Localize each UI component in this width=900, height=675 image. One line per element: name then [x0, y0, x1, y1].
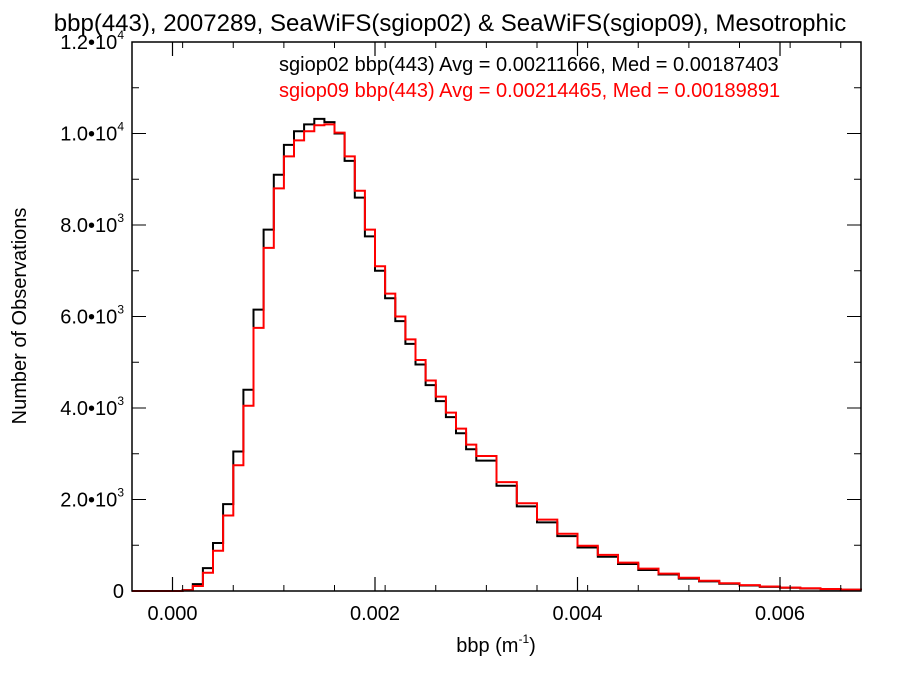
y-tick-label: 6.0•103 — [60, 303, 124, 329]
y-tick-label: 4.0•103 — [60, 394, 124, 420]
y-tick-exponent: 4 — [117, 28, 124, 42]
x-tick-label: 0.002 — [350, 603, 400, 625]
x-axis-label-main: bbp (m — [456, 635, 518, 657]
y-tick-label: 1.2•104 — [60, 28, 124, 54]
x-tick-label: 0.006 — [755, 603, 805, 625]
x-axis-label-close: ) — [529, 635, 536, 657]
series-2-line — [132, 123, 862, 592]
x-axis-label-sup: -1 — [518, 632, 529, 646]
series-1-line — [132, 117, 862, 592]
y-tick-mantissa: 1.0•10 — [60, 124, 117, 146]
y-tick-label: 2.0•103 — [60, 486, 124, 512]
y-tick-mantissa: 1.2•10 — [60, 32, 117, 54]
y-tick-exponent: 3 — [117, 394, 124, 408]
series-layer — [132, 117, 862, 592]
y-tick-exponent: 4 — [117, 120, 124, 134]
y-axis: 02.0•1034.0•1036.0•1038.0•1031.0•1041.2•… — [60, 28, 861, 603]
y-tick-exponent: 3 — [117, 211, 124, 225]
y-tick-mantissa: 8.0•10 — [60, 215, 117, 237]
y-tick-exponent: 3 — [117, 486, 124, 500]
x-axis-label: bbp (m-1) — [456, 632, 536, 657]
y-tick-label: 1.0•104 — [60, 120, 124, 146]
y-tick-exponent: 3 — [117, 303, 124, 317]
x-tick-label: 0.004 — [552, 603, 602, 625]
y-tick-mantissa: 2.0•10 — [60, 490, 117, 512]
y-axis-label: Number of Observations — [9, 208, 31, 425]
y-tick-mantissa: 0 — [113, 581, 124, 603]
legend-entry-1: sgiop02 bbp(443) Avg = 0.00211666, Med =… — [279, 54, 779, 76]
y-tick-label: 0 — [113, 581, 124, 603]
plot-frame — [131, 41, 862, 592]
y-tick-mantissa: 4.0•10 — [60, 398, 117, 420]
legend-entry-2: sgiop09 bbp(443) Avg = 0.00214465, Med =… — [279, 80, 780, 102]
y-tick-mantissa: 6.0•10 — [60, 307, 117, 329]
legend: sgiop02 bbp(443) Avg = 0.00211666, Med =… — [279, 54, 780, 102]
x-axis: 0.000 0.002 0.004 0.006 — [131, 42, 842, 625]
y-tick-label: 8.0•103 — [60, 211, 124, 237]
x-tick-label: 0.000 — [147, 603, 197, 625]
chart-title: bbp(443), 2007289, SeaWiFS(sgiop02) & Se… — [54, 10, 846, 37]
